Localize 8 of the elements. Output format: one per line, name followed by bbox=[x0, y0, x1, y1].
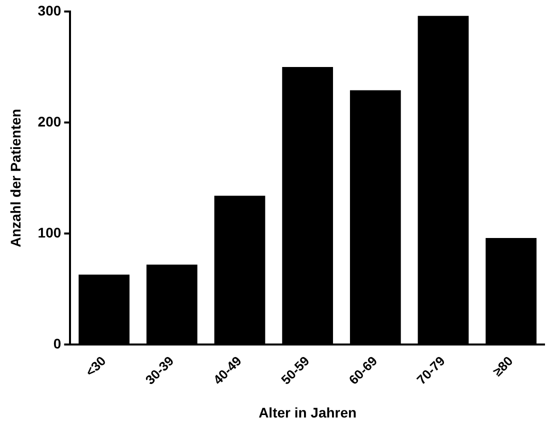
y-tick-label: 0 bbox=[53, 336, 62, 352]
x-axis-title: Alter in Jahren bbox=[258, 404, 357, 420]
y-tick-label: 100 bbox=[38, 224, 62, 240]
x-tick-label: <30 bbox=[82, 353, 109, 380]
y-tick-label: 200 bbox=[38, 113, 62, 130]
x-tick-label: ≥80 bbox=[490, 353, 516, 380]
y-tick-label: 300 bbox=[38, 2, 62, 18]
y-axis-title: Anzahl der Patienten bbox=[7, 108, 24, 248]
